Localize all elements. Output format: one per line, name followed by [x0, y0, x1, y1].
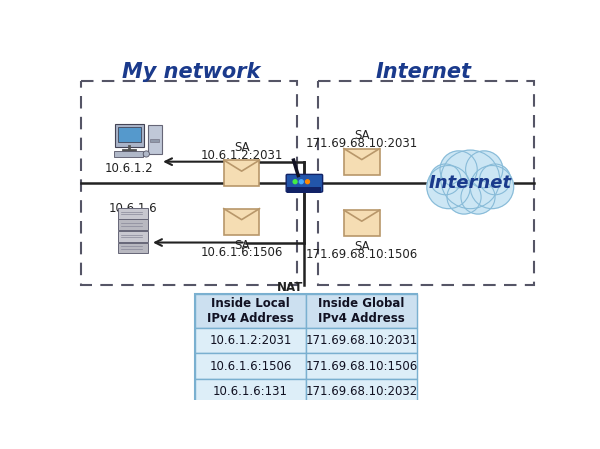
FancyBboxPatch shape [195, 353, 306, 379]
Circle shape [143, 151, 149, 157]
Text: 10.6.1.2:2031: 10.6.1.2:2031 [200, 149, 283, 162]
FancyBboxPatch shape [150, 139, 160, 142]
FancyBboxPatch shape [286, 174, 323, 192]
FancyBboxPatch shape [195, 294, 306, 328]
FancyBboxPatch shape [118, 127, 141, 142]
FancyBboxPatch shape [306, 328, 417, 353]
Text: Inside Global
IPv4 Address: Inside Global IPv4 Address [318, 297, 405, 325]
Text: 171.69.68.10:1506: 171.69.68.10:1506 [305, 360, 418, 373]
Circle shape [479, 164, 511, 195]
Circle shape [441, 150, 500, 209]
Text: 171.69.68.10:2031: 171.69.68.10:2031 [305, 334, 418, 347]
FancyBboxPatch shape [148, 125, 162, 154]
Bar [344, 210, 380, 236]
Text: 10.6.1.6:131: 10.6.1.6:131 [213, 385, 288, 398]
FancyBboxPatch shape [287, 187, 322, 193]
FancyBboxPatch shape [195, 379, 306, 404]
Text: My network: My network [122, 62, 260, 82]
Text: 171.69.68.10:2032: 171.69.68.10:2032 [305, 385, 418, 398]
Circle shape [299, 180, 303, 184]
FancyBboxPatch shape [118, 242, 148, 253]
Text: Internet: Internet [376, 62, 472, 82]
Text: 10.6.1.2: 10.6.1.2 [105, 162, 154, 175]
FancyBboxPatch shape [195, 328, 306, 353]
Circle shape [430, 164, 461, 195]
Text: SA: SA [354, 129, 370, 142]
FancyBboxPatch shape [115, 124, 144, 147]
Bar [224, 160, 259, 186]
Text: NAT
Table: NAT Table [273, 281, 308, 309]
Text: SA: SA [234, 141, 250, 154]
Circle shape [470, 166, 514, 209]
Text: 10.6.1.2:2031: 10.6.1.2:2031 [209, 334, 292, 347]
Circle shape [427, 166, 470, 209]
Text: SA: SA [234, 239, 250, 252]
Circle shape [305, 180, 310, 184]
Circle shape [466, 151, 503, 188]
Circle shape [461, 180, 495, 214]
Text: 171.69.68.10:2031: 171.69.68.10:2031 [305, 137, 418, 150]
Circle shape [293, 180, 297, 184]
Text: 10.6.1.6:1506: 10.6.1.6:1506 [209, 360, 292, 373]
FancyBboxPatch shape [118, 231, 148, 242]
FancyBboxPatch shape [114, 151, 143, 157]
FancyBboxPatch shape [118, 208, 148, 219]
Bar [344, 149, 380, 175]
FancyBboxPatch shape [118, 220, 148, 230]
Bar [224, 209, 259, 235]
Text: 10.6.1.6: 10.6.1.6 [109, 202, 157, 215]
FancyBboxPatch shape [306, 379, 417, 404]
Circle shape [447, 180, 481, 214]
Text: Internet: Internet [428, 174, 512, 192]
FancyBboxPatch shape [306, 353, 417, 379]
Text: 171.69.68.10:1506: 171.69.68.10:1506 [305, 248, 418, 261]
Text: Inside Local
IPv4 Address: Inside Local IPv4 Address [207, 297, 294, 325]
Text: 10.6.1.6:1506: 10.6.1.6:1506 [200, 247, 283, 260]
Text: SA: SA [354, 240, 370, 253]
FancyBboxPatch shape [306, 294, 417, 328]
Circle shape [440, 151, 477, 188]
FancyBboxPatch shape [195, 294, 417, 404]
